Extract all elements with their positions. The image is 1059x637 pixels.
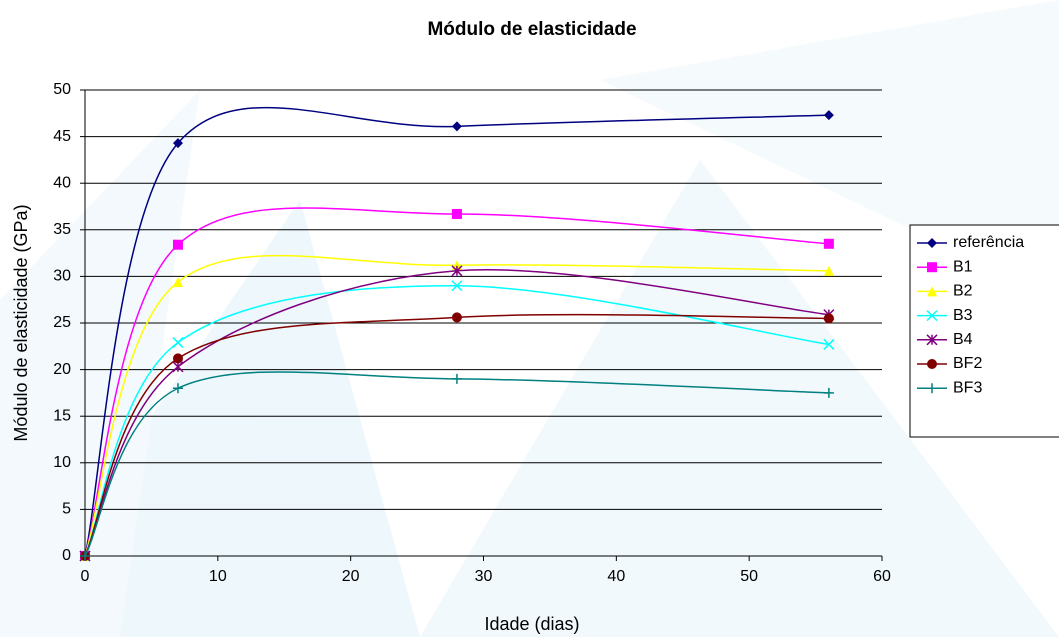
- marker: [452, 312, 462, 322]
- chart-title: Módulo de elasticidade: [427, 19, 636, 40]
- legend-label: BF3: [953, 379, 982, 396]
- marker: [927, 359, 937, 369]
- marker: [452, 121, 462, 131]
- y-tick-label: 20: [53, 361, 71, 378]
- x-axis-label: Idade (dias): [484, 614, 579, 634]
- background-decoration: [0, 0, 1059, 637]
- x-tick-label: 40: [607, 568, 625, 585]
- marker: [452, 209, 462, 219]
- legend-label: B3: [953, 307, 973, 324]
- legend-label: BF2: [953, 355, 982, 372]
- legend-label: B1: [953, 258, 973, 275]
- legend-box: [910, 225, 1059, 437]
- page: {"chart_data": {"type": "line", "title":…: [0, 0, 1059, 637]
- y-axis-label: Módulo de elasticidade (GPa): [11, 204, 31, 441]
- marker: [173, 240, 183, 250]
- x-tick-label: 0: [81, 568, 90, 585]
- x-tick-label: 10: [209, 568, 227, 585]
- legend-label: B4: [953, 331, 973, 348]
- y-tick-label: 10: [53, 454, 71, 471]
- y-tick-label: 25: [53, 314, 71, 331]
- chart: Módulo de elasticidade Idade (dias) Módu…: [0, 0, 1059, 637]
- x-tick-label: 30: [475, 568, 493, 585]
- marker: [824, 239, 834, 249]
- marker: [452, 374, 462, 384]
- y-tick-label: 50: [53, 81, 71, 98]
- legend-label: referência: [953, 234, 1024, 251]
- marker: [173, 353, 183, 363]
- y-tick-label: 45: [53, 128, 71, 145]
- marker: [173, 338, 183, 348]
- legend: referência B1 B2 B3 B4 BF2 BF3: [910, 225, 1059, 437]
- y-tick-label: 15: [53, 407, 71, 424]
- legend-label: B2: [953, 283, 973, 300]
- marker: [927, 262, 937, 272]
- x-tick-label: 50: [740, 568, 758, 585]
- y-tick-label: 35: [53, 221, 71, 238]
- y-tick-label: 5: [62, 501, 71, 518]
- x-tick-label: 20: [342, 568, 360, 585]
- y-tick-label: 0: [62, 547, 71, 564]
- y-tick-label: 40: [53, 174, 71, 191]
- marker: [824, 313, 834, 323]
- x-tick-label: 60: [873, 568, 891, 585]
- y-tick-label: 30: [53, 268, 71, 285]
